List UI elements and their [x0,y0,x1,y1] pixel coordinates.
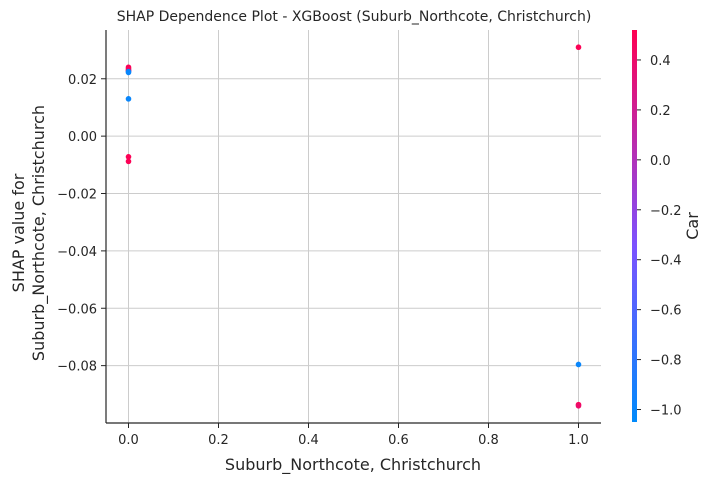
x-axis-ticks: 0.0 0.2 0.4 0.6 0.8 1.0 [118,423,589,448]
colorbar-tick-label: 0.2 [650,104,671,119]
colorbar [632,30,637,422]
y-tick-label: −0.08 [57,360,97,375]
colorbar-tick-label: −0.6 [650,304,682,319]
y-axis-ticks: −0.08 −0.06 −0.04 −0.02 0.00 0.02 [57,73,106,375]
colorbar-tick-label: 0.4 [650,54,671,69]
y-tick-label: −0.02 [57,188,97,203]
colorbar-tick-label: −0.8 [650,354,682,369]
y-axis-label-line-2: Suburb_Northcote, Christchurch [29,105,49,361]
scatter-point [125,69,132,76]
x-axis-label: Suburb_Northcote, Christchurch [225,455,481,475]
axes [105,30,601,424]
scatter-point [575,361,582,368]
colorbar-label: Car [683,212,702,240]
x-tick-label: 0.2 [208,433,229,448]
colorbar-tick-label: −0.2 [650,204,682,219]
x-tick-label: 0.8 [478,433,499,448]
scatter-point [575,44,582,51]
y-axis-label-line-1: SHAP value for [9,173,28,292]
scatter-points [125,44,582,409]
x-tick-label: 0.0 [118,433,139,448]
x-tick-label: 1.0 [568,433,589,448]
scatter-point [125,158,132,165]
y-tick-label: 0.02 [68,73,97,88]
y-tick-label: 0.00 [68,130,97,145]
colorbar-gradient [632,30,637,422]
y-tick-label: −0.04 [57,245,97,260]
colorbar-tick-label: −1.0 [650,404,682,419]
scatter-point [125,96,132,102]
scatter-point [125,153,132,160]
colorbar-tick-label: −0.4 [650,254,682,269]
colorbar-tick-label: 0.0 [650,154,671,169]
x-tick-label: 0.6 [388,433,409,448]
grid [106,30,601,423]
scatter-point [575,402,582,409]
x-tick-label: 0.4 [298,433,319,448]
chart-title: SHAP Dependence Plot - XGBoost (Suburb_N… [117,9,592,25]
y-tick-label: −0.06 [57,302,97,317]
colorbar-ticks: 0.4 0.2 0.0 −0.2 −0.4 −0.6 −0.8 −1.0 [637,54,682,419]
